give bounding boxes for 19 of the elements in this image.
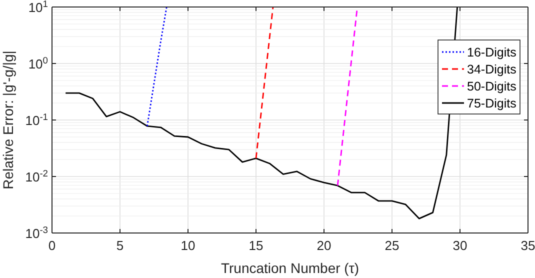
y-tick-label: 10$^{0}$ [28, 56, 48, 72]
x-tick-label: 30 [452, 238, 468, 253]
x-tick-label: 35 [520, 238, 535, 253]
x-tick-label: 0 [48, 238, 56, 253]
y-axis-title: Relative Error: |g'-g/|g| [0, 50, 16, 190]
x-tick-label: 10 [180, 238, 196, 253]
legend-label: 34-Digits [467, 62, 516, 76]
x-tick-label: 20 [316, 238, 332, 253]
x-tick-label: 25 [384, 238, 400, 253]
y-tick-label: 10$^{-2}$ [25, 168, 48, 184]
y-tick-label: 10$^{1}$ [28, 0, 48, 15]
legend-label: 16-Digits [467, 46, 516, 60]
x-tick-label: 15 [248, 238, 264, 253]
y-tick-label: 10$^{-1}$ [25, 112, 48, 128]
legend-label: 50-Digits [467, 80, 516, 94]
legend-label: 75-Digits [467, 96, 516, 110]
y-tick-label: 10$^{-3}$ [25, 225, 48, 241]
x-tick-label: 5 [116, 238, 124, 253]
x-axis-title: Truncation Number (τ) [220, 260, 360, 276]
